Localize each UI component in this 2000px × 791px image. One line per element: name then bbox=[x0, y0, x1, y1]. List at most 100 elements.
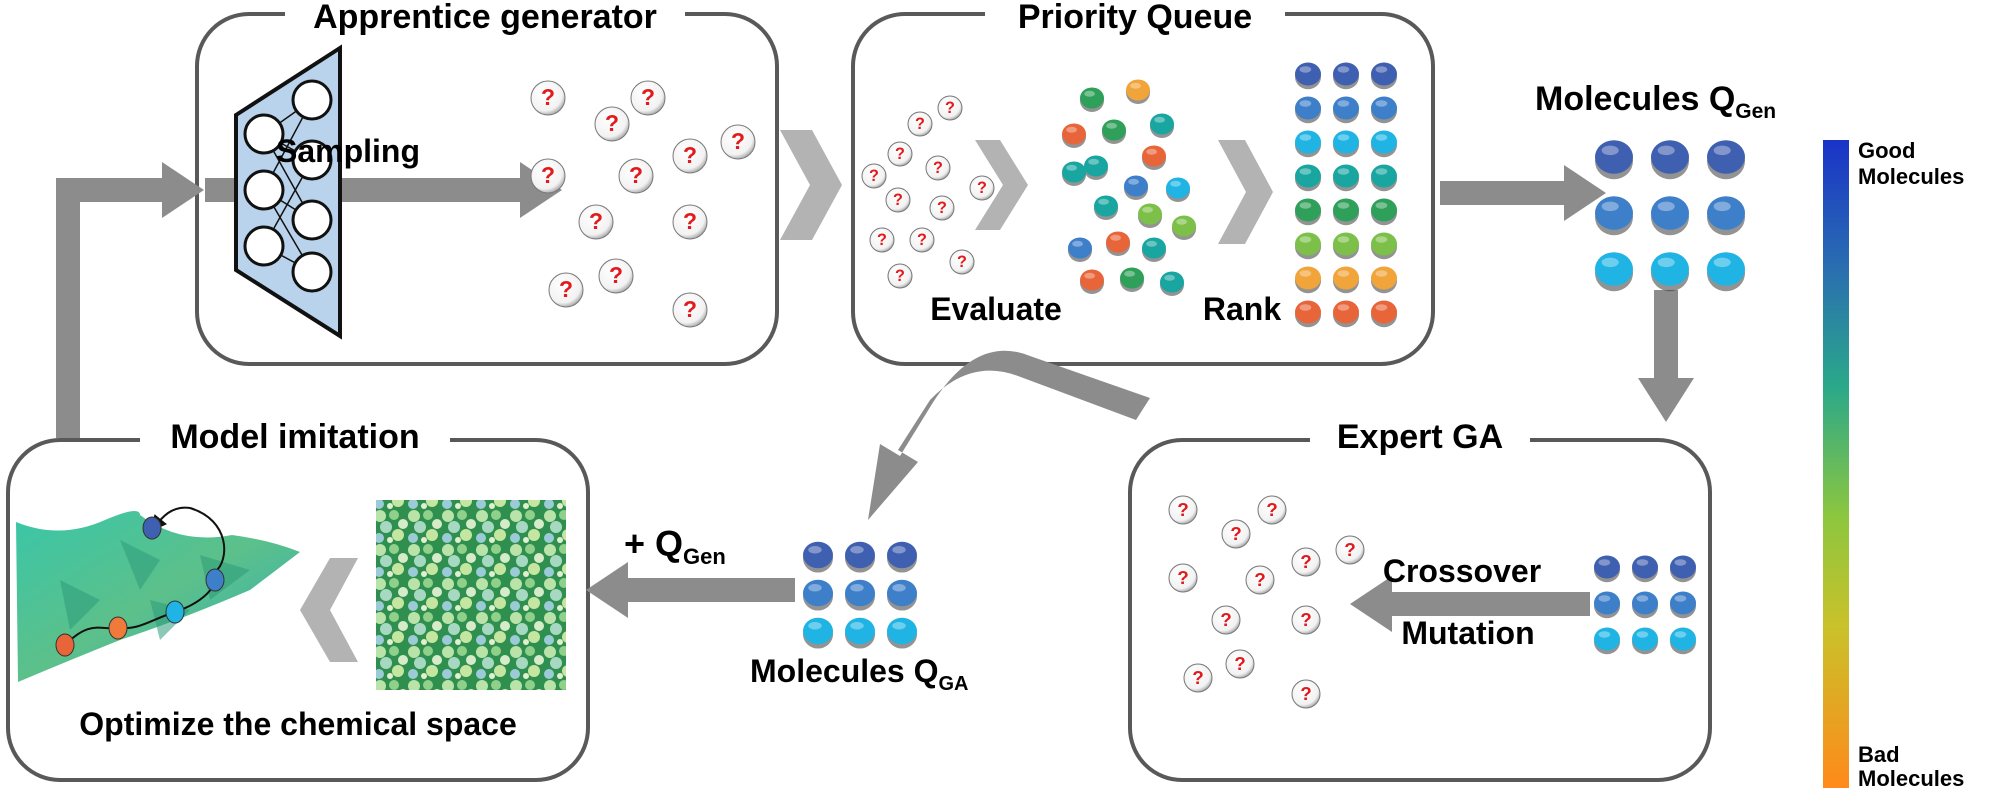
top-molecule bbox=[1595, 140, 1633, 180]
svg-text:?: ? bbox=[957, 253, 967, 271]
unknown-molecule: ? bbox=[1257, 495, 1287, 525]
parent-molecule bbox=[1670, 591, 1696, 619]
ranked-molecule bbox=[1295, 266, 1321, 294]
evaluated-molecule bbox=[1062, 161, 1086, 187]
svg-text:?: ? bbox=[1266, 500, 1278, 521]
ranked-molecule bbox=[1295, 96, 1321, 124]
svg-text:?: ? bbox=[589, 208, 603, 234]
unknown-molecule: ? bbox=[530, 158, 566, 194]
evaluated-molecule bbox=[1126, 79, 1150, 105]
unknown-molecule: ? bbox=[929, 195, 955, 221]
unknown-molecule: ? bbox=[1211, 605, 1241, 635]
ranked-molecule bbox=[1371, 198, 1397, 226]
parent-molecule bbox=[1632, 627, 1658, 655]
loop-arrow bbox=[56, 162, 204, 438]
ranked-molecule bbox=[1333, 62, 1359, 90]
chemical-space-surface bbox=[16, 506, 300, 682]
unknown-molecule: ? bbox=[1291, 605, 1321, 635]
model-imitation-title: Model imitation bbox=[170, 418, 419, 456]
priority-queue-title: Priority Queue bbox=[1018, 0, 1252, 36]
svg-text:?: ? bbox=[683, 296, 697, 322]
unknown-molecule: ? bbox=[594, 106, 630, 142]
crossover-arrow bbox=[1350, 576, 1590, 632]
evaluate-molecules-unknown: ???????????? bbox=[861, 95, 995, 289]
parent-molecule bbox=[1632, 555, 1658, 583]
unknown-molecule: ? bbox=[887, 141, 913, 167]
svg-text:?: ? bbox=[933, 159, 943, 177]
unknown-molecule: ? bbox=[1168, 495, 1198, 525]
unknown-molecule: ? bbox=[1335, 535, 1365, 565]
expert-ga-title: Expert GA bbox=[1337, 418, 1503, 456]
unknown-molecule: ? bbox=[885, 187, 911, 213]
svg-text:?: ? bbox=[945, 99, 955, 117]
parent-molecule bbox=[1670, 555, 1696, 583]
svg-text:?: ? bbox=[541, 84, 555, 110]
svg-text:?: ? bbox=[1192, 668, 1204, 689]
colorbar-bottom-label: Bad Molecules bbox=[1858, 742, 1964, 791]
parent-molecule bbox=[1670, 627, 1696, 655]
ga-molecule bbox=[845, 617, 875, 649]
curved-feedback-arrow bbox=[868, 350, 1150, 520]
ranked-molecule bbox=[1371, 266, 1397, 294]
apprentice-title: Apprentice generator bbox=[313, 0, 657, 36]
ga-molecule bbox=[803, 541, 833, 573]
evaluated-molecule bbox=[1084, 155, 1108, 181]
q-gen-label: Molecules QGen bbox=[1535, 80, 1776, 123]
svg-text:?: ? bbox=[917, 231, 927, 249]
ranked-molecule bbox=[1371, 232, 1397, 260]
unknown-molecule: ? bbox=[887, 263, 913, 289]
unknown-molecule: ? bbox=[672, 204, 708, 240]
unknown-molecule: ? bbox=[530, 80, 566, 116]
ga-molecule bbox=[845, 579, 875, 611]
svg-text:?: ? bbox=[1254, 570, 1266, 591]
colorbar-top-label: Good Molecules bbox=[1858, 138, 1964, 189]
top-molecule bbox=[1651, 196, 1689, 236]
unknown-molecule: ? bbox=[618, 158, 654, 194]
evaluated-molecule bbox=[1068, 237, 1092, 263]
unknown-molecule: ? bbox=[672, 292, 708, 328]
svg-text:?: ? bbox=[559, 276, 573, 302]
unknown-molecule: ? bbox=[630, 80, 666, 116]
unknown-molecule: ? bbox=[578, 204, 614, 240]
plus-q-gen-label: + QGen bbox=[624, 523, 726, 569]
svg-text:?: ? bbox=[1177, 568, 1189, 589]
top-molecule bbox=[1707, 196, 1745, 236]
parent-molecule bbox=[1594, 591, 1620, 619]
evaluated-molecule bbox=[1102, 119, 1126, 145]
evaluated-molecule bbox=[1166, 177, 1190, 203]
evaluated-molecule bbox=[1080, 269, 1104, 295]
q-ga-label: Molecules QGA bbox=[750, 653, 969, 695]
svg-text:?: ? bbox=[877, 231, 887, 249]
evaluated-molecule bbox=[1160, 271, 1184, 297]
ranked-molecule bbox=[1295, 164, 1321, 192]
top-molecule bbox=[1707, 252, 1745, 292]
ga-molecule bbox=[803, 617, 833, 649]
molecule-point-5 bbox=[142, 516, 162, 540]
unknown-molecule: ? bbox=[1183, 663, 1213, 693]
ranked-molecule bbox=[1371, 96, 1397, 124]
ga-molecule bbox=[845, 541, 875, 573]
svg-text:?: ? bbox=[1300, 552, 1312, 573]
to-q-gen-arrow bbox=[1440, 165, 1606, 221]
svg-text:?: ? bbox=[977, 179, 987, 197]
ga-offspring-unknown: ???????????? bbox=[1168, 495, 1365, 709]
svg-text:?: ? bbox=[1220, 610, 1232, 631]
unknown-molecule: ? bbox=[969, 175, 995, 201]
to-imitation-arrow bbox=[586, 562, 795, 618]
ga-molecule bbox=[887, 617, 917, 649]
evaluated-molecule bbox=[1080, 87, 1104, 113]
ga-parent-molecules-grid bbox=[1594, 555, 1696, 655]
evaluate-label: Evaluate bbox=[930, 291, 1062, 327]
unknown-molecule: ? bbox=[1245, 565, 1275, 595]
rank-label: Rank bbox=[1203, 291, 1281, 327]
imitation-caption: Optimize the chemical space bbox=[79, 706, 517, 742]
unknown-molecule: ? bbox=[1291, 679, 1321, 709]
ranked-molecule bbox=[1333, 232, 1359, 260]
svg-text:?: ? bbox=[1344, 540, 1356, 561]
svg-text:?: ? bbox=[1300, 610, 1312, 631]
molecule-point-2 bbox=[108, 616, 128, 640]
ga-molecule bbox=[887, 541, 917, 573]
molecule-population-texture bbox=[376, 500, 566, 690]
unknown-molecule: ? bbox=[907, 111, 933, 137]
